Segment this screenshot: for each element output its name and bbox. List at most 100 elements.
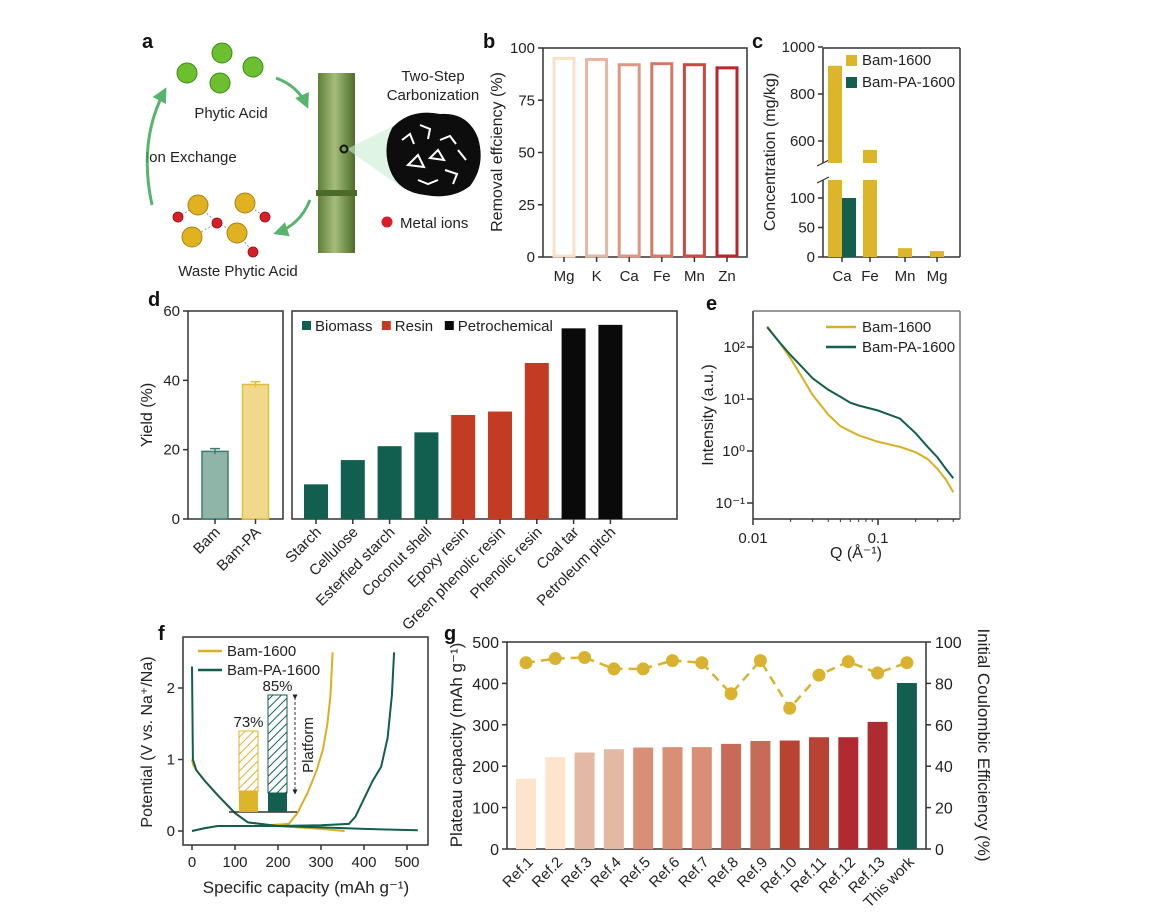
two-step-label: Two-Step xyxy=(401,68,464,85)
y-tick-label-d: 0 xyxy=(172,511,180,528)
x-tick-label-e: 0.1 xyxy=(868,530,889,547)
ice-point-g xyxy=(753,654,767,668)
bar-b-Mg xyxy=(552,56,576,258)
y-tick-label-right-g: 0 xyxy=(935,842,944,859)
bar-c-bampa1600-Ca xyxy=(842,198,856,257)
line-f-Bam-PA-1600-discharge xyxy=(191,666,418,832)
ice-point-g xyxy=(900,656,914,670)
bar-b-Zn xyxy=(715,66,739,258)
x-tick-label-g: Ref.8 xyxy=(705,854,742,891)
x-tick-label-b: Fe xyxy=(653,268,671,285)
line-f-Bam-PA-1600-charge xyxy=(191,652,396,832)
bar-d-Bam-PA xyxy=(241,383,270,520)
legend-swatch-c xyxy=(846,77,857,88)
x-tick-label-f: 300 xyxy=(308,854,333,871)
y-axis-title-left-g: Plateau capacity (mAh g⁻¹) xyxy=(447,643,466,848)
y-tick-label-b: 100 xyxy=(510,40,535,57)
x-tick-label-f: 100 xyxy=(222,854,247,871)
bar-g-ref.6 xyxy=(662,747,683,849)
bar-c-bam1600-upper-Fe xyxy=(863,149,877,163)
legend-swatch-d xyxy=(381,321,391,330)
bar-d-petroleum-pitch xyxy=(598,324,623,519)
bar-g-ref.3 xyxy=(574,752,595,849)
zoom-marker-icon xyxy=(339,144,349,154)
line-e-Bam-PA-1600 xyxy=(766,326,955,479)
ice-point-g xyxy=(636,662,650,676)
phytic-acid-molecules xyxy=(176,42,264,94)
y-tick-label-right-g: 20 xyxy=(935,801,953,818)
bar-c-bam1600-lower-Ca xyxy=(828,180,842,257)
x-tick-label-c: Mg xyxy=(927,268,948,285)
inset-percent-label-f: 85% xyxy=(262,678,292,695)
x-tick-label-c: Ca xyxy=(832,268,852,285)
bar-g-ref.2 xyxy=(545,757,566,849)
y-tick-label-d: 60 xyxy=(163,303,180,320)
ice-point-g xyxy=(783,701,797,715)
legend-label-d: Resin xyxy=(395,318,433,335)
bar-g-this-work xyxy=(896,682,917,849)
ice-point-g xyxy=(812,668,826,682)
y-tick-label-e: 10² xyxy=(723,339,745,356)
bar-c-bam1600-Mg xyxy=(930,251,944,257)
bar-d-phenolic-resin xyxy=(524,363,549,519)
x-tick-label-g: Ref.3 xyxy=(558,854,595,891)
x-axis-title-e: Q (Å⁻¹) xyxy=(830,543,882,562)
y-tick-label-e: 10¹ xyxy=(723,391,745,408)
legend-swatch-d xyxy=(444,321,454,330)
ice-point-g xyxy=(871,666,885,680)
x-tick-label-f: 400 xyxy=(351,854,376,871)
ice-point-g xyxy=(724,687,738,701)
bar-g-ref.4 xyxy=(603,749,624,849)
y-tick-label-b: 25 xyxy=(518,197,535,214)
y-tick-label-b: 50 xyxy=(518,145,535,162)
x-tick-label-c: Fe xyxy=(861,268,879,285)
axes-frame-d-left xyxy=(187,310,284,520)
bar-g-ref.11 xyxy=(809,737,829,849)
bar-b-Fe xyxy=(650,62,674,258)
legend-swatch-d xyxy=(302,321,311,330)
legend-label-d: Petrochemical xyxy=(458,318,553,335)
ice-point-g xyxy=(519,656,533,670)
legend-label-d: Biomass xyxy=(315,318,373,335)
legend-label-c: Bam-PA-1600 xyxy=(862,74,955,91)
bar-b-Mn xyxy=(682,63,706,258)
x-tick-label-f: 0 xyxy=(188,854,196,871)
platform-label-f: Platform xyxy=(300,717,317,773)
panel-label-e: e xyxy=(706,293,717,315)
ice-point-g xyxy=(841,655,855,669)
y-tick-label-e: 10⁰ xyxy=(722,443,745,460)
ion-exchange-arrow-icon xyxy=(145,87,167,206)
x-tick-label-f: 500 xyxy=(394,854,419,871)
bar-g-ref.7 xyxy=(691,747,712,849)
bar-d-coconut-shell xyxy=(414,432,439,519)
y-tick-label-c: 0 xyxy=(807,249,815,266)
x-tick-label-g: Ref.1 xyxy=(499,854,536,891)
y-tick-label-left-g: 300 xyxy=(472,718,499,735)
y-axis-title-right-g: Initial Coulombic Efficiency (%) xyxy=(974,628,993,861)
bar-d-esterfied-starch xyxy=(377,446,402,519)
legend-swatch-c xyxy=(846,55,857,66)
y-tick-label-b: 0 xyxy=(527,249,535,266)
x-tick-label-c: Mn xyxy=(895,268,916,285)
ion-exchange-label: Ion Exchange xyxy=(145,149,237,166)
y-tick-label-right-g: 100 xyxy=(935,635,962,652)
panel-label-a: a xyxy=(142,31,154,53)
bar-g-ref.9 xyxy=(750,740,771,849)
bar-b-K xyxy=(585,57,609,258)
ice-point-g xyxy=(607,662,621,676)
y-tick-label-d: 40 xyxy=(163,372,180,389)
inset-percent-label-f: 73% xyxy=(233,714,263,731)
legend-label-f: Bam-PA-1600 xyxy=(227,662,320,679)
y-tick-label-c: 800 xyxy=(790,86,815,103)
y-tick-label-b: 75 xyxy=(518,92,535,109)
arrow-to-bamboo-icon xyxy=(275,76,309,109)
bar-d-coal-tar xyxy=(561,328,586,519)
bar-c-bam1600-lower-Fe xyxy=(863,180,877,257)
x-tick-label-f: 200 xyxy=(265,854,290,871)
panel-label-f: f xyxy=(158,623,165,645)
x-tick-label-b: Mg xyxy=(554,268,575,285)
panel-label-b: b xyxy=(483,31,495,53)
y-tick-label-e: 10⁻¹ xyxy=(715,495,745,512)
panel-label-g: g xyxy=(444,623,456,645)
